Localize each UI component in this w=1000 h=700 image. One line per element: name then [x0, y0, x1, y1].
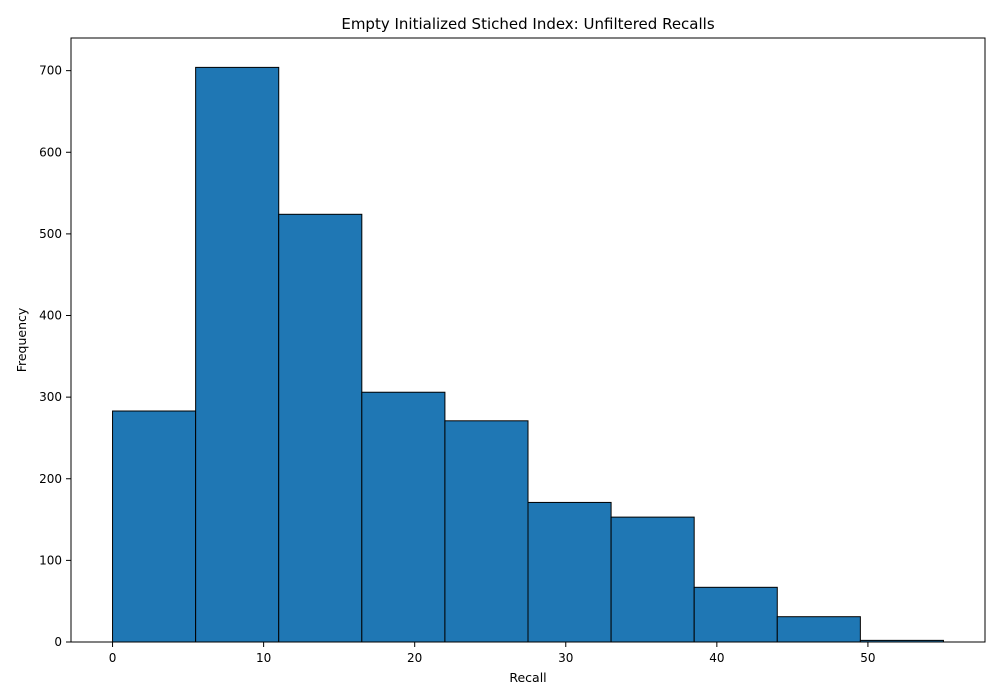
histogram-bar-2	[278, 213, 363, 643]
x-axis-ticks: 0 10 20 30 40 50	[109, 642, 876, 665]
x-axis-label: Recall	[509, 670, 546, 685]
plot-area-frame	[70, 37, 986, 643]
histogram-bar-6	[610, 516, 695, 643]
chart-title: Empty Initialized Stiched Index: Unfilte…	[341, 15, 714, 33]
histogram-bar-3	[361, 391, 446, 643]
histogram-bar-1	[195, 66, 280, 643]
y-tick-label-2: 200	[39, 472, 62, 486]
x-tick-label-5: 50	[860, 651, 875, 665]
y-tick-label-1: 100	[39, 553, 62, 567]
histogram-bar-8	[776, 616, 861, 643]
x-tick-label-1: 10	[256, 651, 271, 665]
histogram-bar-0	[112, 410, 197, 643]
y-tick-label-0: 0	[54, 635, 62, 649]
bars-group	[112, 66, 944, 643]
x-tick-label-2: 20	[407, 651, 422, 665]
y-tick-label-7: 700	[39, 64, 62, 78]
y-tick-label-4: 400	[39, 309, 62, 323]
y-axis-ticks: 0 100 200 300 400 500 600 700	[39, 64, 71, 649]
y-axis-label: Frequency	[14, 307, 29, 372]
histogram-bar-5	[527, 501, 612, 643]
x-tick-label-4: 40	[709, 651, 724, 665]
x-tick-label-3: 30	[558, 651, 573, 665]
y-tick-label-6: 600	[39, 145, 62, 159]
x-tick-label-0: 0	[109, 651, 117, 665]
histogram-bar-4	[444, 420, 529, 643]
y-tick-label-3: 300	[39, 390, 62, 404]
histogram-bar-7	[693, 586, 778, 643]
y-tick-label-5: 500	[39, 227, 62, 241]
